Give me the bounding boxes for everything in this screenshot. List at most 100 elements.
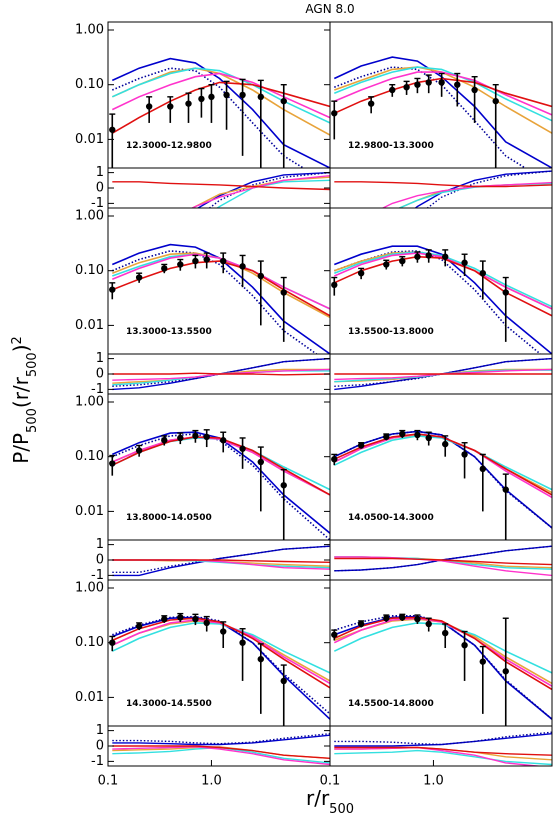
model-line (334, 181, 552, 188)
data-point (135, 623, 143, 630)
bin-label: 12.3000-12.9800 (126, 141, 212, 151)
y-tick-label: 0 (96, 367, 104, 382)
data-point (492, 97, 499, 105)
data-point (357, 269, 365, 277)
data-point (425, 434, 432, 442)
y-axis-label: P/P500(r/r500)2 (9, 336, 40, 464)
model-line (111, 250, 318, 354)
panel (331, 245, 552, 354)
data-point (257, 272, 264, 280)
y-tick-label: 1 (96, 351, 104, 366)
data-point (425, 252, 432, 259)
model-line (414, 170, 552, 208)
model-line (196, 171, 330, 208)
model-line (111, 436, 330, 496)
y-axis-label-part: 500 (25, 352, 40, 377)
data-point (239, 445, 246, 452)
model-line (334, 368, 552, 381)
y-tick-label: 1.00 (75, 208, 104, 223)
bin-label: 12.9800-13.3000 (348, 141, 434, 151)
model-line (111, 67, 330, 124)
x-axis-label: r/r500 (306, 786, 354, 817)
data-point (135, 274, 143, 281)
model-line (111, 81, 330, 134)
model-line (381, 181, 552, 208)
model-line (334, 733, 552, 747)
data-point (389, 86, 396, 94)
panel (109, 612, 330, 726)
panel (112, 171, 330, 208)
panel (334, 731, 552, 766)
data-point (357, 442, 365, 449)
x-tick-label: 0.1 (320, 774, 341, 789)
y-tick-label: 0.10 (75, 449, 104, 464)
data-point (331, 631, 338, 638)
bin-label: 13.5500-13.8000 (348, 327, 434, 337)
data-point (414, 431, 421, 439)
data-point (239, 639, 246, 646)
model-line (334, 66, 552, 134)
model-line (334, 615, 552, 720)
model-line (334, 731, 552, 746)
model-line (112, 734, 330, 746)
data-point (257, 458, 264, 466)
model-line (111, 617, 330, 689)
data-point (177, 614, 184, 621)
data-point (442, 629, 449, 637)
data-point (331, 455, 338, 463)
model-line (334, 66, 527, 168)
model-line (333, 71, 552, 116)
x-axis-label-part: r/r (306, 786, 330, 810)
data-point (399, 430, 406, 438)
y-tick-label: 0.01 (75, 504, 104, 519)
y-tick-label: -1 (91, 568, 104, 583)
model-line (112, 733, 330, 745)
model-line (334, 746, 544, 766)
data-point (442, 440, 449, 448)
y-tick-label: 0 (96, 553, 104, 568)
panel (334, 357, 552, 391)
data-point (461, 641, 468, 649)
model-line (112, 368, 330, 381)
data-point (442, 253, 449, 260)
panel (112, 357, 330, 391)
y-tick-label: 1 (96, 723, 104, 738)
panel (331, 429, 552, 540)
model-line (111, 72, 330, 119)
data-point (161, 437, 168, 444)
y-tick-label: 0.01 (75, 132, 104, 147)
data-point (399, 614, 406, 621)
data-point (425, 620, 432, 628)
data-point (280, 677, 287, 685)
model-line (334, 357, 552, 387)
model-line (215, 179, 330, 208)
model-line (333, 617, 552, 687)
y-tick-label: 0.10 (75, 635, 104, 650)
model-line (112, 370, 330, 386)
data-point (185, 100, 192, 107)
data-point (425, 79, 432, 86)
data-point (257, 655, 264, 663)
data-point (479, 658, 486, 665)
y-tick-label: 0.10 (75, 77, 104, 92)
model-line (111, 67, 330, 136)
data-point (502, 289, 509, 296)
data-point (220, 628, 227, 635)
data-point (177, 434, 184, 442)
panel (331, 56, 552, 168)
data-point (145, 103, 153, 110)
model-line (112, 372, 330, 376)
data-point (414, 253, 421, 260)
y-axis-label-part: P/P (9, 433, 33, 464)
bin-label: 14.3000-14.5500 (126, 699, 212, 709)
data-point (109, 460, 116, 467)
data-point (383, 261, 390, 268)
model-line (334, 545, 552, 572)
y-tick-label: 0.01 (75, 690, 104, 705)
panel (334, 545, 552, 577)
y-axis-label-part: (r/r (9, 376, 33, 408)
data-point (167, 103, 174, 110)
data-point (192, 257, 199, 265)
data-point (239, 91, 246, 99)
y-axis-label-part: 500 (25, 408, 40, 433)
